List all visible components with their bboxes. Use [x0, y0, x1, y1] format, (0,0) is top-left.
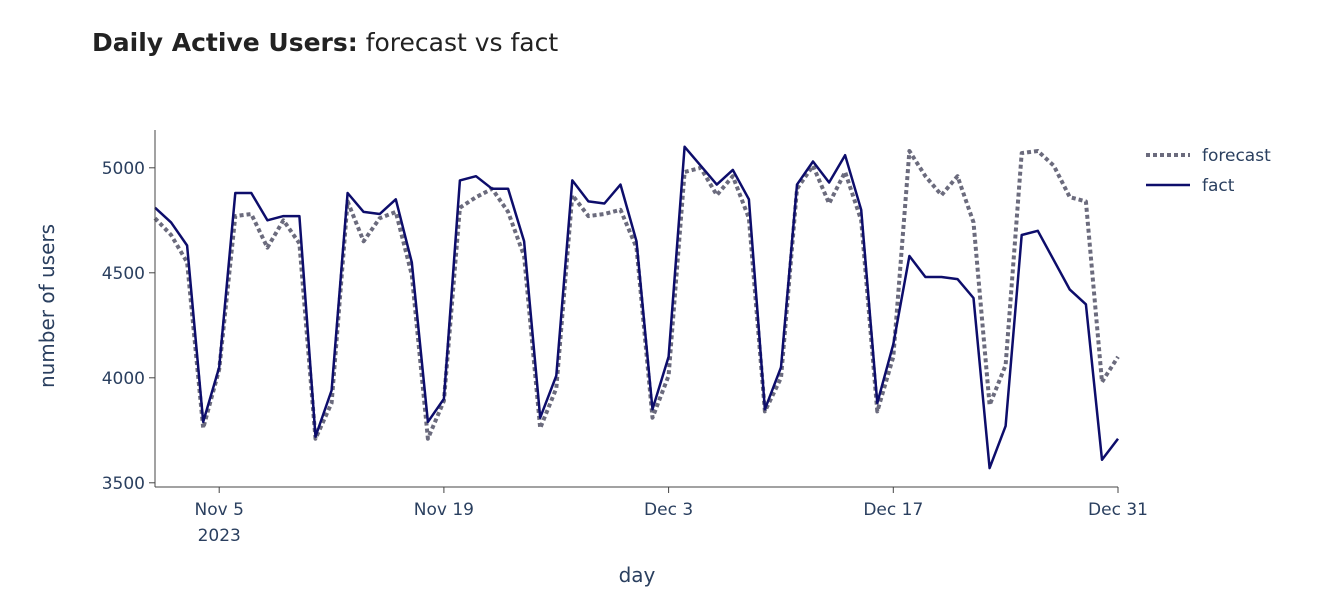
legend-label-fact: fact	[1202, 176, 1235, 196]
x-tick-label: Nov 5	[194, 500, 243, 520]
series-line-fact	[154, 145, 1119, 470]
y-tick-label: 4500	[102, 264, 145, 284]
plot-area	[153, 145, 1120, 470]
y-tick-label: 5000	[102, 159, 145, 179]
chart-title-rest: forecast vs fact	[358, 28, 559, 57]
chart-title-bold: Daily Active Users:	[92, 28, 358, 57]
x-axis-title: day	[619, 563, 656, 587]
y-axis: 3500 4000 4500 5000	[102, 130, 156, 494]
x-tick-label: Dec 3	[644, 500, 693, 520]
x-axis: Nov 5 2023 Nov 19 Dec 3 Dec 17 Dec 31	[155, 486, 1148, 546]
chart-title: Daily Active Users: forecast vs fact	[92, 28, 558, 57]
x-tick-sublabel: 2023	[198, 526, 241, 546]
x-tick-label: Dec 31	[1088, 500, 1148, 520]
series-line-forecast	[153, 149, 1120, 441]
y-axis-title: number of users	[35, 224, 59, 388]
y-tick-label: 3500	[102, 474, 145, 494]
x-tick-label: Dec 17	[863, 500, 923, 520]
legend: forecast fact	[1146, 146, 1271, 196]
legend-label-forecast: forecast	[1202, 146, 1271, 166]
x-tick-label: Nov 19	[414, 500, 474, 520]
y-tick-label: 4000	[102, 369, 145, 389]
